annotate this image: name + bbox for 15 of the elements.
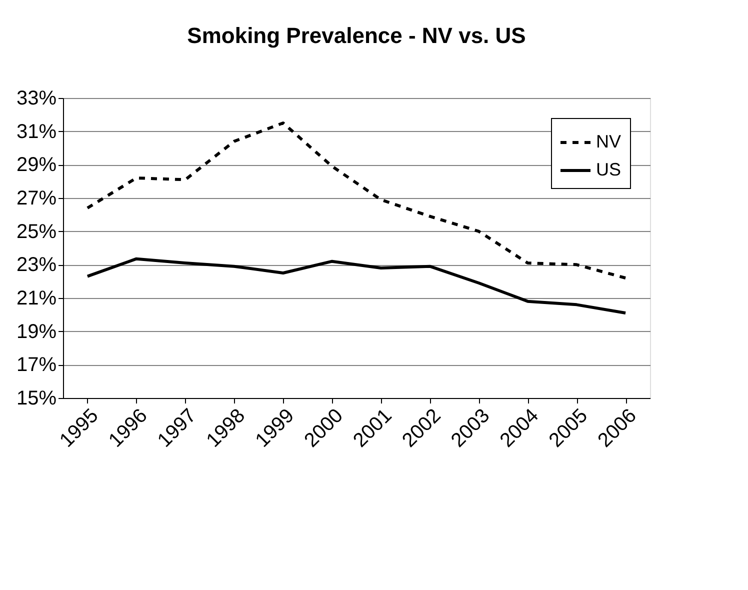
y-tick-label: 17% xyxy=(16,354,57,376)
legend-label: US xyxy=(596,160,622,180)
line-series xyxy=(86,257,628,314)
y-tick-label: 33% xyxy=(16,88,57,110)
y-tick-label: 15% xyxy=(16,388,57,410)
y-tick-label: 23% xyxy=(16,254,57,276)
y-tick-label: 19% xyxy=(16,320,57,343)
legend-label: NV xyxy=(596,132,622,152)
y-tick-label: 25% xyxy=(16,220,57,243)
y-tick-label: 27% xyxy=(16,188,57,210)
chart-title: Smoking Prevalence - NV vs. US xyxy=(187,23,526,48)
y-tick-label: 21% xyxy=(16,288,57,310)
line-series xyxy=(86,122,628,280)
y-tick-label: 31% xyxy=(16,120,57,143)
y-tick-label: 29% xyxy=(16,154,57,176)
